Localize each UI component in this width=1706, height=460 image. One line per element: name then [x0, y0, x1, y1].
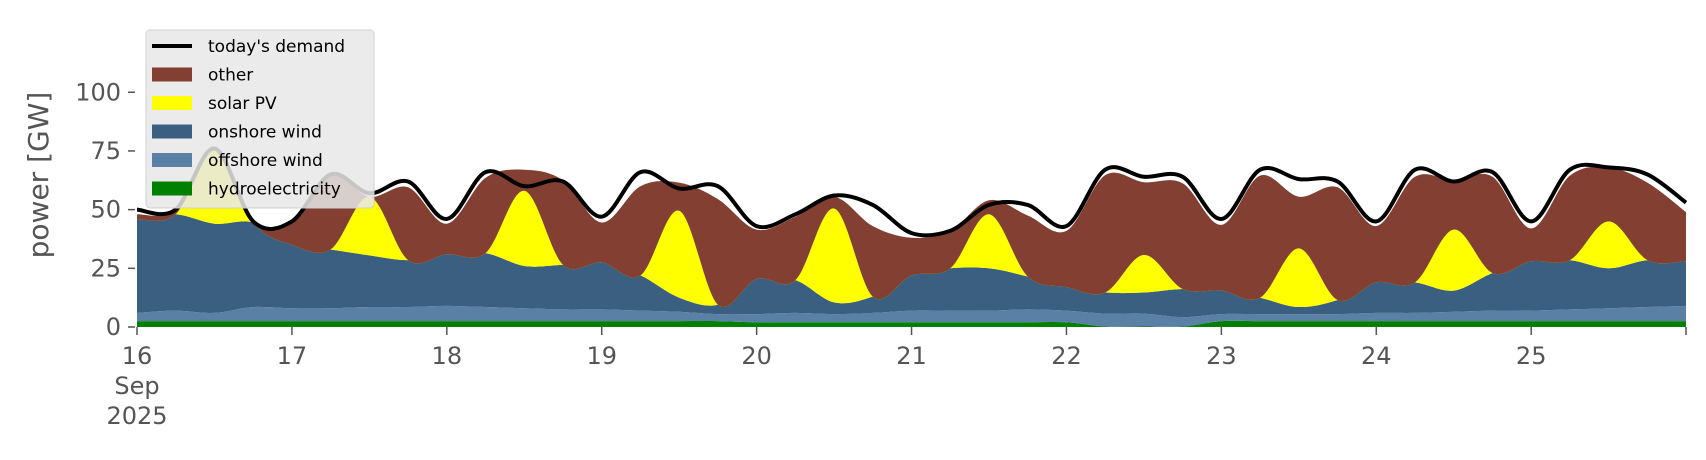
x-tick-label: 22: [1051, 342, 1082, 370]
area-onshore-wind: [137, 214, 1686, 318]
legend-label-onshore-wind: onshore wind: [208, 123, 322, 143]
y-tick-label: 50: [90, 196, 121, 224]
legend-label-offshore-wind: offshore wind: [208, 151, 323, 171]
x-tick-label: 19: [586, 342, 617, 370]
area-offshore-wind: [137, 305, 1686, 327]
y-axis-title: power [GW]: [22, 92, 55, 259]
x-tick-label: 17: [277, 342, 308, 370]
y-tick-label: 0: [106, 313, 121, 341]
x-tick-label: 23: [1206, 342, 1237, 370]
y-tick-label: 75: [90, 137, 121, 165]
legend-box: [145, 29, 375, 209]
x-tick-label: 18: [432, 342, 463, 370]
x-tick-label: 25: [1516, 342, 1547, 370]
x-tick-label: 21: [896, 342, 927, 370]
area-hydroelectricity: [137, 320, 1686, 327]
legend-label-hydroelectricity: hydroelectricity: [208, 180, 341, 200]
x-tick-year: 2025: [106, 402, 167, 430]
x-tick-label: 16: [122, 342, 153, 370]
x-tick-label: 24: [1361, 342, 1392, 370]
legend-swatch-offshore-wind: [152, 153, 192, 167]
x-tick-month: Sep: [114, 372, 159, 400]
legend-label-other: other: [208, 66, 253, 86]
x-tick-label: 20: [741, 342, 772, 370]
y-tick-label: 100: [75, 78, 121, 106]
legend-label-today-s-demand: today's demand: [208, 37, 345, 57]
area-solar-pv: [137, 148, 1686, 308]
y-tick-label: 25: [90, 254, 121, 282]
legend-swatch-onshore-wind: [152, 124, 192, 139]
legend-swatch-hydroelectricity: [152, 181, 192, 196]
legend-swatch-solar-pv: [152, 96, 192, 110]
legend-label-solar-pv: solar PV: [208, 94, 277, 114]
demand-line-group: [136, 146, 1688, 238]
legend-swatch-other: [152, 67, 192, 82]
line-today-s-demand: [136, 146, 1688, 238]
legend: today's demand other solar PV onshore wind o…: [145, 29, 375, 209]
